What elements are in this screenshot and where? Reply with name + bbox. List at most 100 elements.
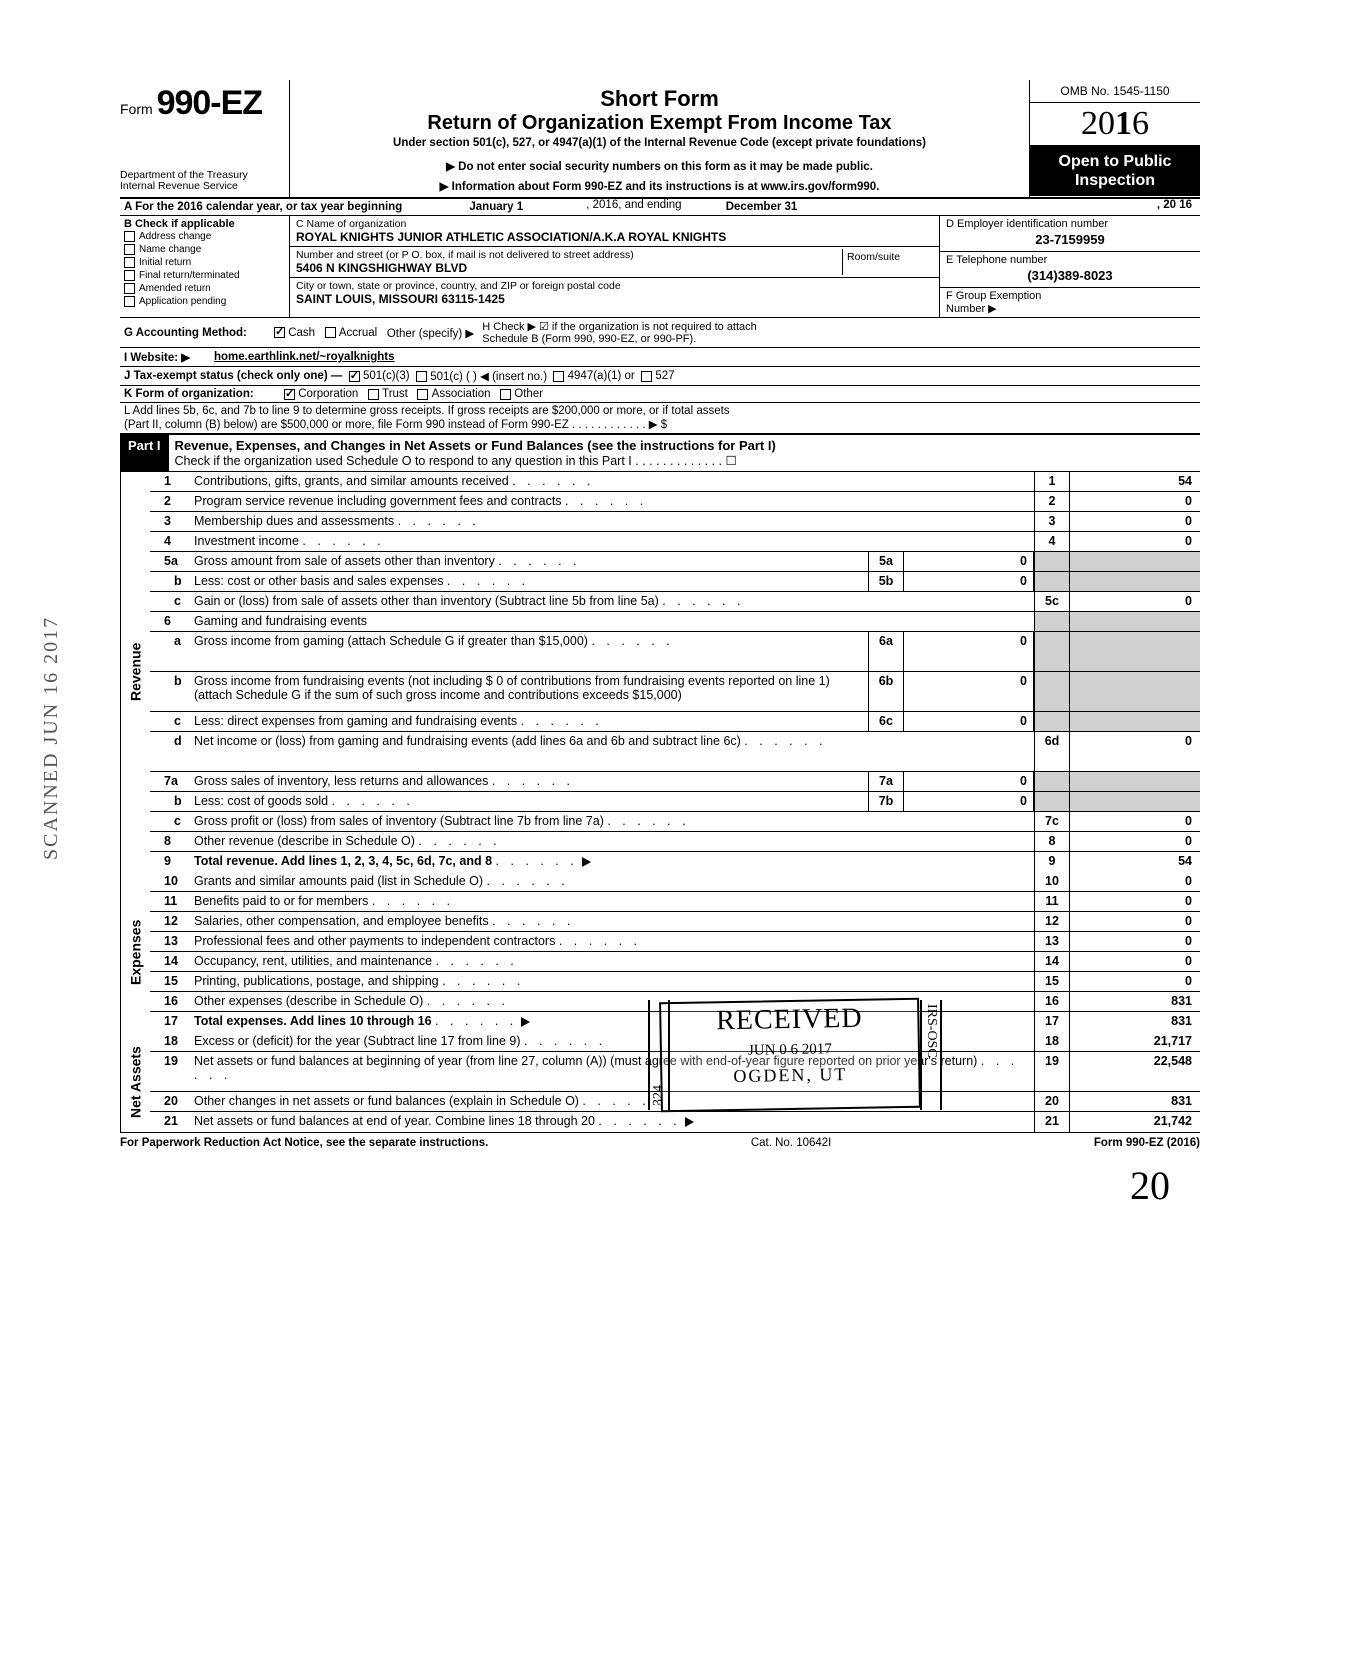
line-a-label: A For the 2016 calendar year, or tax yea… [120,199,406,215]
checkbox-corp[interactable] [284,389,295,400]
mid-line-ref: 5a [868,552,904,571]
grid-row: 2Program service revenue including gover… [150,492,1200,512]
tel-section: E Telephone number (314)389-8023 [940,252,1200,288]
arrow-icon [685,1117,694,1127]
end-line-ref: 12 [1034,912,1070,931]
end-shaded [1034,772,1070,791]
opt-4947: 4947(a)(1) or [568,370,635,382]
date-end: December 31 [682,199,842,215]
checkbox[interactable] [124,296,135,307]
end-value: 0 [1070,932,1200,951]
end-shaded [1034,792,1070,811]
mid-value: 0 [904,552,1034,571]
stamp-324: 324 [648,1000,670,1110]
line-text: Gross income from fundraising events (no… [190,672,868,711]
column-b: B Check if applicable Address changeName… [120,216,290,317]
end-value: 831 [1070,1012,1200,1032]
line-number: 18 [150,1032,190,1051]
checkbox-527[interactable] [641,371,652,382]
end-value: 0 [1070,812,1200,831]
checkbox-assoc[interactable] [417,389,428,400]
checkbox[interactable] [124,257,135,268]
line-number: 2 [150,492,190,511]
section-body: 10Grants and similar amounts paid (list … [150,872,1200,1032]
end-line-ref: 16 [1034,992,1070,1011]
line-text: Salaries, other compensation, and employ… [190,912,1034,931]
checkbox-row: Name change [124,243,285,256]
end-value: 0 [1070,532,1200,551]
end-value: 0 [1070,492,1200,511]
end-shaded [1034,572,1070,591]
line-number: b [150,672,190,711]
line-k: K Form of organization: Corporation Trus… [120,386,1200,403]
grid-row: 12Salaries, other compensation, and empl… [150,912,1200,932]
checkbox-label: Name change [139,244,201,255]
end-value: 0 [1070,952,1200,971]
line-text: Total revenue. Add lines 1, 2, 3, 4, 5c,… [190,852,1034,872]
mid-line-ref: 6c [868,712,904,731]
addr-value: 5406 N KINGSHIGHWAY BLVD [296,261,842,275]
opt-cash: Cash [288,327,315,339]
section-side-label: Expenses [120,872,150,1032]
line-number: 3 [150,512,190,531]
line-number: 7a [150,772,190,791]
end-line-ref: 10 [1034,872,1070,891]
block-bcd: B Check if applicable Address changeName… [120,216,1200,318]
checkbox-other-org[interactable] [500,389,511,400]
line-number: 17 [150,1012,190,1032]
grid-row: 1Contributions, gifts, grants, and simil… [150,472,1200,492]
part1-header: Part I Revenue, Expenses, and Changes in… [120,434,1200,472]
end-value: 0 [1070,732,1200,771]
grid-row: 17Total expenses. Add lines 10 through 1… [150,1012,1200,1032]
stamp-irs-osc: IRS-OSC [920,1000,942,1110]
inspect-line1: Open to Public [1034,152,1196,171]
end-value: 0 [1070,512,1200,531]
line-text: Gross profit or (loss) from sales of inv… [190,812,1034,831]
checkbox-trust[interactable] [368,389,379,400]
checkbox-4947[interactable] [553,371,564,382]
line-number: 20 [150,1092,190,1111]
grid-row: 19Net assets or fund balances at beginni… [150,1052,1200,1092]
tel-label: E Telephone number [946,254,1194,266]
end-shaded-val [1070,572,1200,591]
line-number: 8 [150,832,190,851]
line-number: 14 [150,952,190,971]
line-number: 9 [150,852,190,872]
line-text: Contributions, gifts, grants, and simila… [190,472,1034,491]
checkbox[interactable] [124,244,135,255]
part1-sub: Check if the organization used Schedule … [175,453,1194,468]
checkbox-row: Application pending [124,295,285,308]
line-text: Other revenue (describe in Schedule O) .… [190,832,1034,851]
grid-row: cLess: direct expenses from gaming and f… [150,712,1200,732]
mid-value: 0 [904,792,1034,811]
name-label: C Name of organization [296,218,933,230]
line-j: J Tax-exempt status (check only one) — 5… [120,367,1200,386]
end-line-ref: 19 [1034,1052,1070,1091]
section-side-label: Net Assets [120,1032,150,1132]
opt-501c: 501(c) ( ) ◀ (insert no.) [430,369,547,383]
checkbox[interactable] [124,270,135,281]
checkbox-501c3[interactable] [349,371,360,382]
line-number: a [150,632,190,671]
line-text: Grants and similar amounts paid (list in… [190,872,1034,891]
line-number: 16 [150,992,190,1011]
grid-row: 21Net assets or fund balances at end of … [150,1112,1200,1132]
checkbox-accrual[interactable] [325,327,336,338]
scanned-stamp: SCANNED JUN 16 2017 [40,616,63,860]
line-i: I Website: ▶ home.earthlink.net/~royalkn… [120,348,1200,367]
checkbox[interactable] [124,231,135,242]
department: Department of the Treasury Internal Reve… [120,170,283,193]
line-h: H Check ▶ ☑ if the organization is not r… [474,320,764,345]
header-right: OMB No. 1545-1150 2016 Open to Public In… [1030,80,1200,197]
inspect-line2: Inspection [1034,171,1196,190]
checkbox[interactable] [124,283,135,294]
end-shaded-val [1070,612,1200,631]
end-value: 0 [1070,592,1200,611]
end-line-ref: 17 [1034,1012,1070,1032]
city-section: City or town, state or province, country… [290,278,939,308]
checkbox-cash[interactable] [274,327,285,338]
checkbox-501c[interactable] [416,371,427,382]
line-a: A For the 2016 calendar year, or tax yea… [120,199,1200,216]
line-number: b [150,572,190,591]
name-section: C Name of organization ROYAL KNIGHTS JUN… [290,216,939,247]
